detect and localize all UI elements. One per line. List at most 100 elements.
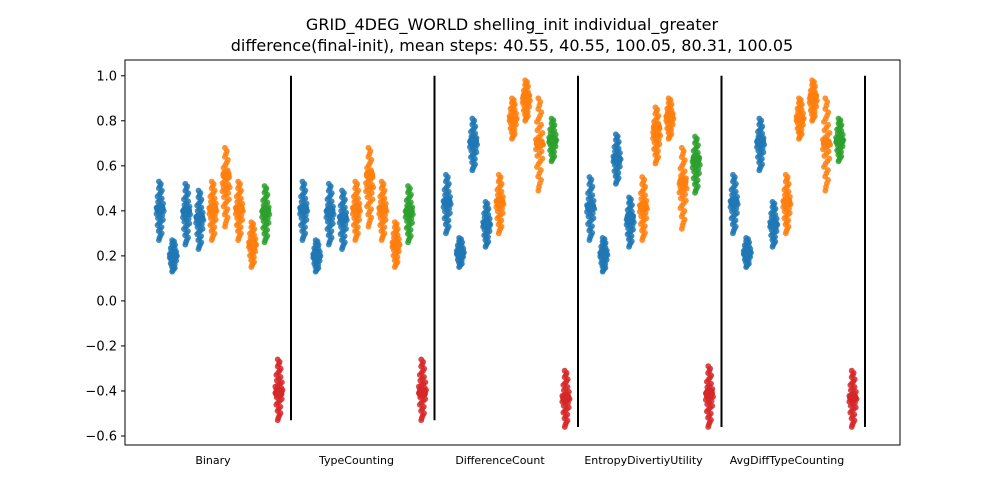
data-point <box>538 121 545 128</box>
data-point <box>822 95 829 102</box>
strip <box>793 95 807 142</box>
data-point <box>796 95 802 102</box>
data-point <box>456 234 463 241</box>
data-point <box>352 178 359 185</box>
mean-marker <box>467 135 479 147</box>
mean-marker <box>741 248 753 260</box>
mean-marker <box>441 196 453 208</box>
strip <box>272 356 286 424</box>
strip <box>440 171 454 237</box>
data-point <box>339 187 345 194</box>
y-axis: −0.6 −0.4 −0.2 0.0 0.2 0.4 0.6 0.8 1.0 <box>85 69 125 444</box>
strip <box>219 144 233 230</box>
mean-marker <box>768 218 780 230</box>
data-point <box>312 237 319 244</box>
y-tick-label: −0.4 <box>85 384 117 399</box>
data-point <box>756 115 763 122</box>
data-point <box>612 131 619 138</box>
strip <box>232 178 246 244</box>
data-point <box>482 198 489 205</box>
y-tick-label: −0.6 <box>85 429 117 444</box>
data-point <box>378 178 385 185</box>
data-point <box>274 356 281 363</box>
strip <box>663 95 677 142</box>
mean-marker <box>611 153 623 165</box>
data-point <box>809 77 816 84</box>
data-point <box>678 144 685 151</box>
mean-marker <box>624 212 636 224</box>
data-point <box>730 171 736 178</box>
mean-marker <box>363 169 376 181</box>
strip <box>467 115 481 174</box>
x-tick-label: AvgDiffTypeCounting <box>730 454 844 467</box>
mean-marker <box>324 205 336 217</box>
data-point <box>835 115 842 122</box>
group-DifferenceCount <box>440 77 573 430</box>
data-point <box>848 367 855 374</box>
strip <box>206 178 220 244</box>
strip <box>180 180 194 248</box>
data-point <box>539 155 546 162</box>
data-point <box>169 237 176 244</box>
data-point <box>826 155 833 162</box>
mean-marker <box>403 205 415 217</box>
strip <box>363 144 377 230</box>
data-point <box>682 197 689 204</box>
x-tick-label: TypeCounting <box>318 454 394 467</box>
group-TypeCounting <box>297 144 429 424</box>
mean-marker <box>754 135 767 147</box>
chart-subtitle: difference(final-init), mean steps: 40.5… <box>231 36 793 55</box>
strip <box>559 367 573 430</box>
mean-marker <box>507 112 519 125</box>
strip <box>689 133 703 196</box>
data-point <box>469 115 476 122</box>
strip <box>297 178 311 244</box>
data-point <box>509 95 515 102</box>
mean-marker <box>650 121 663 134</box>
y-tick-label: −0.2 <box>85 339 117 354</box>
data-point <box>561 367 568 374</box>
data-point <box>222 144 228 151</box>
x-tick-label: Binary <box>195 454 231 467</box>
strip <box>806 77 820 124</box>
mean-marker <box>703 387 715 399</box>
mean-marker <box>337 212 349 224</box>
strip <box>493 171 507 237</box>
data-point <box>156 178 162 185</box>
strip <box>153 178 167 244</box>
strip <box>310 237 324 275</box>
mean-marker <box>807 90 819 102</box>
data-point <box>299 178 306 185</box>
data-point <box>405 183 411 189</box>
mean-marker <box>260 205 272 217</box>
mean-marker <box>584 200 597 212</box>
plot-frame <box>124 59 901 446</box>
data-point <box>586 174 593 180</box>
mean-marker <box>377 202 389 215</box>
strip <box>740 234 754 271</box>
y-tick-label: 0.0 <box>96 294 117 309</box>
chart-title: GRID_4DEG_WORLD shelling_init individual… <box>306 15 719 35</box>
mean-marker <box>416 387 428 399</box>
y-tick-label: 1.0 <box>96 69 117 84</box>
y-tick-label: 0.2 <box>96 249 117 264</box>
mean-marker <box>246 239 258 251</box>
mean-marker <box>781 196 793 208</box>
data-point <box>365 144 372 151</box>
strip <box>193 187 207 253</box>
strip <box>453 234 467 271</box>
strip <box>636 174 650 244</box>
strip <box>546 115 560 165</box>
mean-marker <box>494 196 506 208</box>
mean-marker <box>220 169 232 181</box>
strip <box>480 198 494 250</box>
strip <box>166 237 180 275</box>
mean-marker <box>297 202 310 215</box>
strip <box>650 104 664 167</box>
y-tick-label: 0.8 <box>96 114 117 129</box>
mean-marker <box>350 202 362 215</box>
mean-marker <box>311 250 323 262</box>
x-tick-label: EntropyDivertiyUtility <box>584 454 703 467</box>
